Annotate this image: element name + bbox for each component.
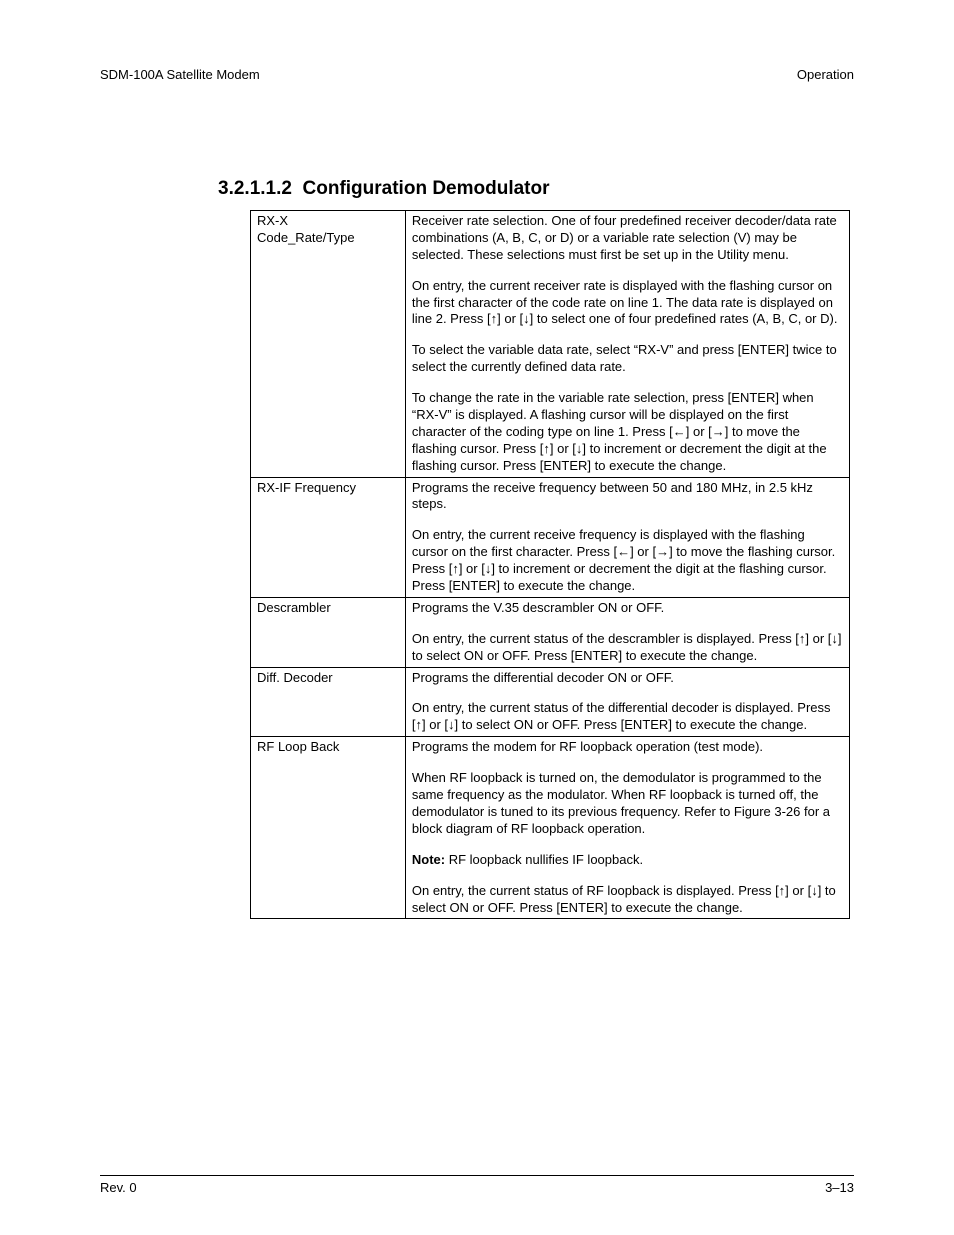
row-label: Diff. Decoder: [251, 667, 406, 737]
row-description: Programs the differential decoder ON or …: [405, 667, 849, 737]
paragraph: On entry, the current status of the diff…: [412, 700, 843, 734]
paragraph: On entry, the current status of RF loopb…: [412, 883, 843, 917]
section-heading: 3.2.1.1.2 Configuration Demodulator: [218, 178, 854, 200]
paragraph: Receiver rate selection. One of four pre…: [412, 213, 843, 264]
table-row: RF Loop Back Programs the modem for RF lo…: [251, 737, 850, 919]
table-row: Diff. Decoder Programs the differential d…: [251, 667, 850, 737]
row-label: Descrambler: [251, 597, 406, 667]
paragraph: Programs the differential decoder ON or …: [412, 670, 843, 687]
row-description: Programs the modem for RF loopback opera…: [405, 737, 849, 919]
footer-rule: [100, 1175, 854, 1176]
table-row: RX-XCode_Rate/TypeReceiver rate selectio…: [251, 211, 850, 478]
page-footer: Rev. 0 3–13: [100, 1175, 854, 1195]
row-description: Programs the receive frequency between 5…: [405, 477, 849, 597]
paragraph: Programs the modem for RF loopback opera…: [412, 739, 843, 756]
row-description: Receiver rate selection. One of four pre…: [405, 211, 849, 478]
config-table-body: RX-XCode_Rate/TypeReceiver rate selectio…: [251, 211, 850, 919]
section-title: Configuration Demodulator: [303, 178, 550, 199]
header-right: Operation: [797, 67, 854, 82]
paragraph: Programs the V.35 descrambler ON or OFF.: [412, 600, 843, 617]
row-label: RX-IF Frequency: [251, 477, 406, 597]
paragraph: When RF loopback is turned on, the demod…: [412, 770, 843, 838]
row-description: Programs the V.35 descrambler ON or OFF.…: [405, 597, 849, 667]
table-row: DescramblerPrograms the V.35 descrambler…: [251, 597, 850, 667]
table-row: RX-IF FrequencyPrograms the receive freq…: [251, 477, 850, 597]
page: SDM-100A Satellite Modem Operation 3.2.1…: [0, 0, 954, 1235]
footer-right: 3–13: [825, 1180, 854, 1195]
row-label: RF Loop Back: [251, 737, 406, 919]
paragraph: On entry, the current status of the desc…: [412, 631, 843, 665]
config-table: RX-XCode_Rate/TypeReceiver rate selectio…: [250, 210, 850, 919]
paragraph: To select the variable data rate, select…: [412, 342, 843, 376]
paragraph: To change the rate in the variable rate …: [412, 390, 843, 474]
paragraph: Note: RF loopback nullifies IF loopback.: [412, 852, 843, 869]
section-number: 3.2.1.1.2: [218, 178, 292, 199]
paragraph: Programs the receive frequency between 5…: [412, 480, 843, 514]
footer-row: Rev. 0 3–13: [100, 1180, 854, 1195]
header-left: SDM-100A Satellite Modem: [100, 67, 260, 82]
row-label: RX-XCode_Rate/Type: [251, 211, 406, 478]
paragraph: On entry, the current receive frequency …: [412, 527, 843, 595]
footer-left: Rev. 0: [100, 1180, 137, 1195]
paragraph: On entry, the current receiver rate is d…: [412, 278, 843, 329]
page-header: SDM-100A Satellite Modem Operation: [100, 67, 854, 82]
